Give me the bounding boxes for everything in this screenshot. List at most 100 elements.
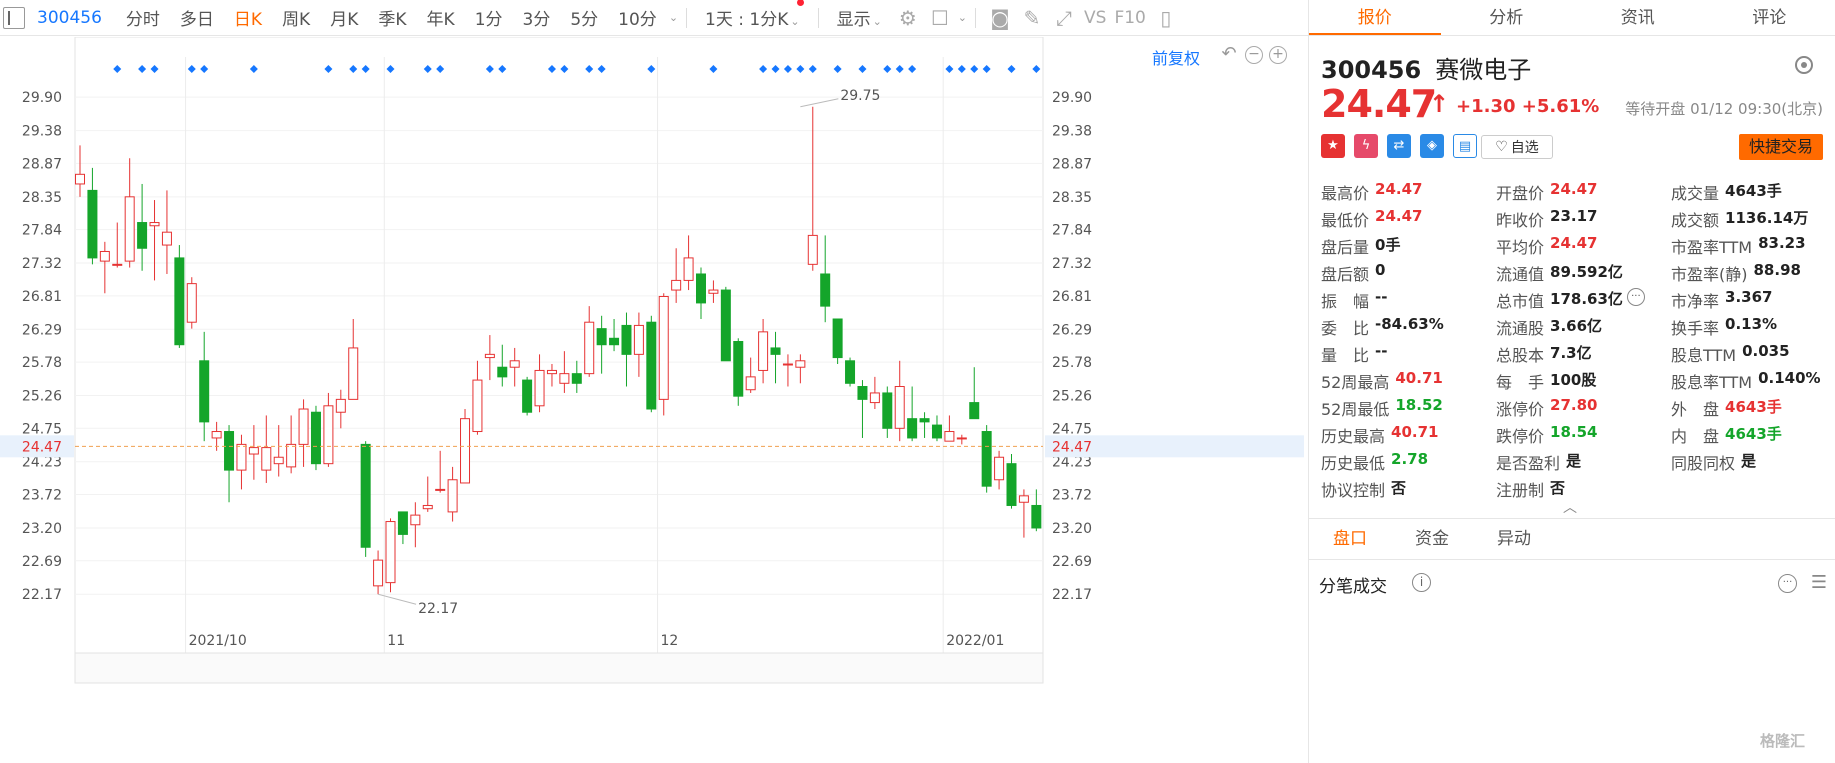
- kline-chart[interactable]: 29.90 29.90 29.38 29.38 28.87 28.87 28.35 28.35…: [0, 37, 1308, 763]
- y-tick-label-right: 24.75: [1052, 421, 1092, 437]
- stat-cell: 总市值 178.63亿 ···: [1496, 287, 1671, 312]
- stat-cell: 涨停价 27.80: [1496, 396, 1671, 420]
- current-price: 24.47: [1321, 82, 1437, 126]
- chevron-up-icon[interactable]: ︿: [1563, 500, 1577, 516]
- period-tab-daily[interactable]: 日K: [233, 10, 263, 30]
- display-menu[interactable]: 显示 ⌄: [827, 5, 892, 30]
- book-icon[interactable]: ▤: [1453, 134, 1477, 158]
- y-tick-label-right: 22.17: [1052, 587, 1092, 603]
- stat-value: 40.71: [1395, 368, 1443, 387]
- period-select[interactable]: 1天 : 1分K ⌄: [695, 0, 810, 30]
- sidebar-toggle-icon[interactable]: [3, 6, 25, 29]
- stat-key: 历史最高: [1321, 426, 1386, 446]
- stat-value: -84.63%: [1375, 314, 1444, 333]
- gear-icon[interactable]: [1795, 56, 1813, 74]
- zoom-out-icon[interactable]: −: [1245, 46, 1263, 64]
- tab-quote[interactable]: 报价: [1309, 0, 1441, 35]
- stat-cell: 协议控制否: [1321, 477, 1496, 501]
- quick-trade-button[interactable]: 快捷交易: [1739, 134, 1823, 160]
- period-tab-3min[interactable]: 3分: [522, 10, 551, 30]
- period-tab-intraday[interactable]: 分时: [125, 10, 160, 30]
- f10-button[interactable]: F10: [1114, 7, 1146, 28]
- chevron-down-icon[interactable]: ⌄: [957, 11, 968, 24]
- y-tick-label-right: 28.87: [1052, 156, 1092, 172]
- favorite-label: 自选: [1510, 140, 1539, 156]
- camera-icon[interactable]: ◙: [990, 5, 1010, 30]
- undo-icon[interactable]: ↶: [1221, 43, 1237, 64]
- stat-value: 0手: [1375, 235, 1401, 254]
- candle-body-down: [770, 347, 781, 355]
- tab-news[interactable]: 资讯: [1620, 8, 1655, 28]
- stat-cell: 成交额 1136.14万: [1671, 207, 1826, 231]
- more-icon[interactable]: ···: [1626, 287, 1645, 306]
- y-tick-label-left: 27.84: [22, 223, 62, 239]
- candle-body-up: [124, 196, 135, 262]
- stat-cell: 股息率TTM 0.140%: [1671, 369, 1826, 393]
- x-tick-label: 2022/01: [946, 633, 1004, 649]
- settings-icon[interactable]: ⚙: [898, 5, 917, 30]
- period-tab-10min[interactable]: 10分: [618, 10, 657, 30]
- more-options-icon[interactable]: ···: [1778, 574, 1797, 593]
- stat-cell: 是否盈利是: [1496, 450, 1671, 474]
- fullscreen-icon[interactable]: ⤢: [1056, 5, 1073, 30]
- period-tab-multiday[interactable]: 多日: [179, 10, 214, 30]
- stat-key: 盘后量: [1321, 237, 1370, 257]
- tab-capital[interactable]: 资金: [1415, 529, 1449, 549]
- stat-cell: 市净率 3.367: [1671, 288, 1826, 312]
- tab-analysis[interactable]: 分析: [1489, 8, 1524, 28]
- stock-header: 300456 赛微电子: [1321, 50, 1531, 85]
- candle-body-down: [907, 418, 918, 439]
- tag-icon[interactable]: ◈: [1420, 134, 1444, 158]
- pencil-icon[interactable]: ✎: [1023, 5, 1041, 30]
- add-favorite-button[interactable]: ♡ 自选: [1481, 135, 1553, 159]
- stat-value: 4643手: [1725, 181, 1782, 200]
- tab-order-book[interactable]: 盘口: [1333, 529, 1367, 549]
- toolbar-divider: [817, 7, 819, 28]
- stat-cell: 每 手 100股: [1496, 369, 1671, 393]
- stat-key: 每 手: [1496, 372, 1545, 392]
- annotation-leader: [377, 593, 417, 605]
- stock-code-label[interactable]: 300456: [37, 7, 102, 28]
- compare-button[interactable]: VS: [1084, 7, 1107, 28]
- candle-body-up: [75, 173, 85, 185]
- period-tab-monthly[interactable]: 月K: [330, 10, 359, 30]
- price-adjust-toggle[interactable]: 前复权: [1152, 49, 1201, 68]
- info-icon[interactable]: i: [1412, 573, 1431, 592]
- event-marker: [324, 65, 333, 73]
- stat-key: 最高价: [1321, 183, 1370, 203]
- y-tick-label-left: 29.38: [22, 124, 62, 140]
- event-marker: [883, 65, 892, 73]
- change-percent: +5.61%: [1521, 96, 1600, 117]
- list-icon[interactable]: ☰: [1810, 572, 1827, 593]
- tab-movement[interactable]: 异动: [1497, 529, 1531, 549]
- stat-value: 27.80: [1550, 395, 1598, 414]
- stat-key: 股息TTM: [1671, 345, 1737, 365]
- tab-comments[interactable]: 评论: [1752, 8, 1787, 28]
- period-tab-yearly[interactable]: 年K: [426, 10, 455, 30]
- toolbar: 300456 分时 多日 日K 周K 月K 季K 年K 1分 3分 5分 10分…: [0, 0, 1308, 36]
- y-tick-label-left: 28.35: [22, 190, 62, 206]
- period-tab-quarterly[interactable]: 季K: [378, 10, 407, 30]
- candle-body-up: [956, 437, 967, 440]
- panel-toggle-icon[interactable]: ▯: [1160, 5, 1172, 30]
- period-tab-weekly[interactable]: 周K: [282, 10, 311, 30]
- event-marker: [485, 65, 494, 73]
- stat-row: 委 比 -84.63% 流通股 3.66亿 换手率 0.13%: [1321, 313, 1826, 340]
- checkbox-icon[interactable]: ☐: [930, 5, 949, 30]
- stat-cell: 市盈率TTM 83.23: [1671, 234, 1826, 258]
- candle-body-up: [99, 250, 110, 262]
- period-tab-5min[interactable]: 5分: [570, 10, 599, 30]
- zoom-in-icon[interactable]: +: [1269, 46, 1287, 64]
- stat-row: 最高价 24.47 开盘价 24.47 成交量 4643手: [1321, 178, 1826, 205]
- shuffle-icon[interactable]: ⇄: [1387, 134, 1411, 158]
- panel-tabs: 报价 分析 资讯 评论: [1309, 0, 1835, 36]
- chevron-down-icon[interactable]: ⌄: [668, 11, 679, 24]
- stat-value: 0.140%: [1758, 368, 1821, 387]
- y-tick-label-left: 23.20: [22, 521, 62, 537]
- stat-value: 3.66亿: [1550, 316, 1603, 335]
- period-tab-1min[interactable]: 1分: [474, 10, 503, 30]
- stat-key: 涨停价: [1496, 399, 1545, 419]
- lightning-icon[interactable]: ϟ: [1354, 134, 1378, 158]
- stat-key: 流通值: [1496, 264, 1545, 284]
- flag-icon[interactable]: ★: [1321, 134, 1345, 158]
